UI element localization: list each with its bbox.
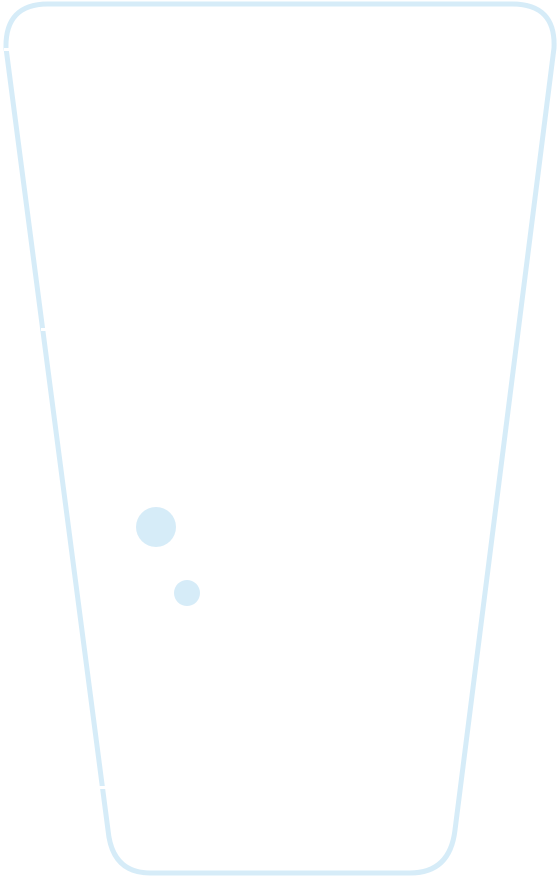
outline-gap-top	[4, 48, 11, 51]
glass-outline	[3, 1, 557, 876]
bubble-large	[136, 507, 176, 547]
bubble-small	[174, 580, 200, 606]
outline-gap-bottom	[99, 786, 106, 789]
outline-gap-middle	[41, 328, 48, 331]
